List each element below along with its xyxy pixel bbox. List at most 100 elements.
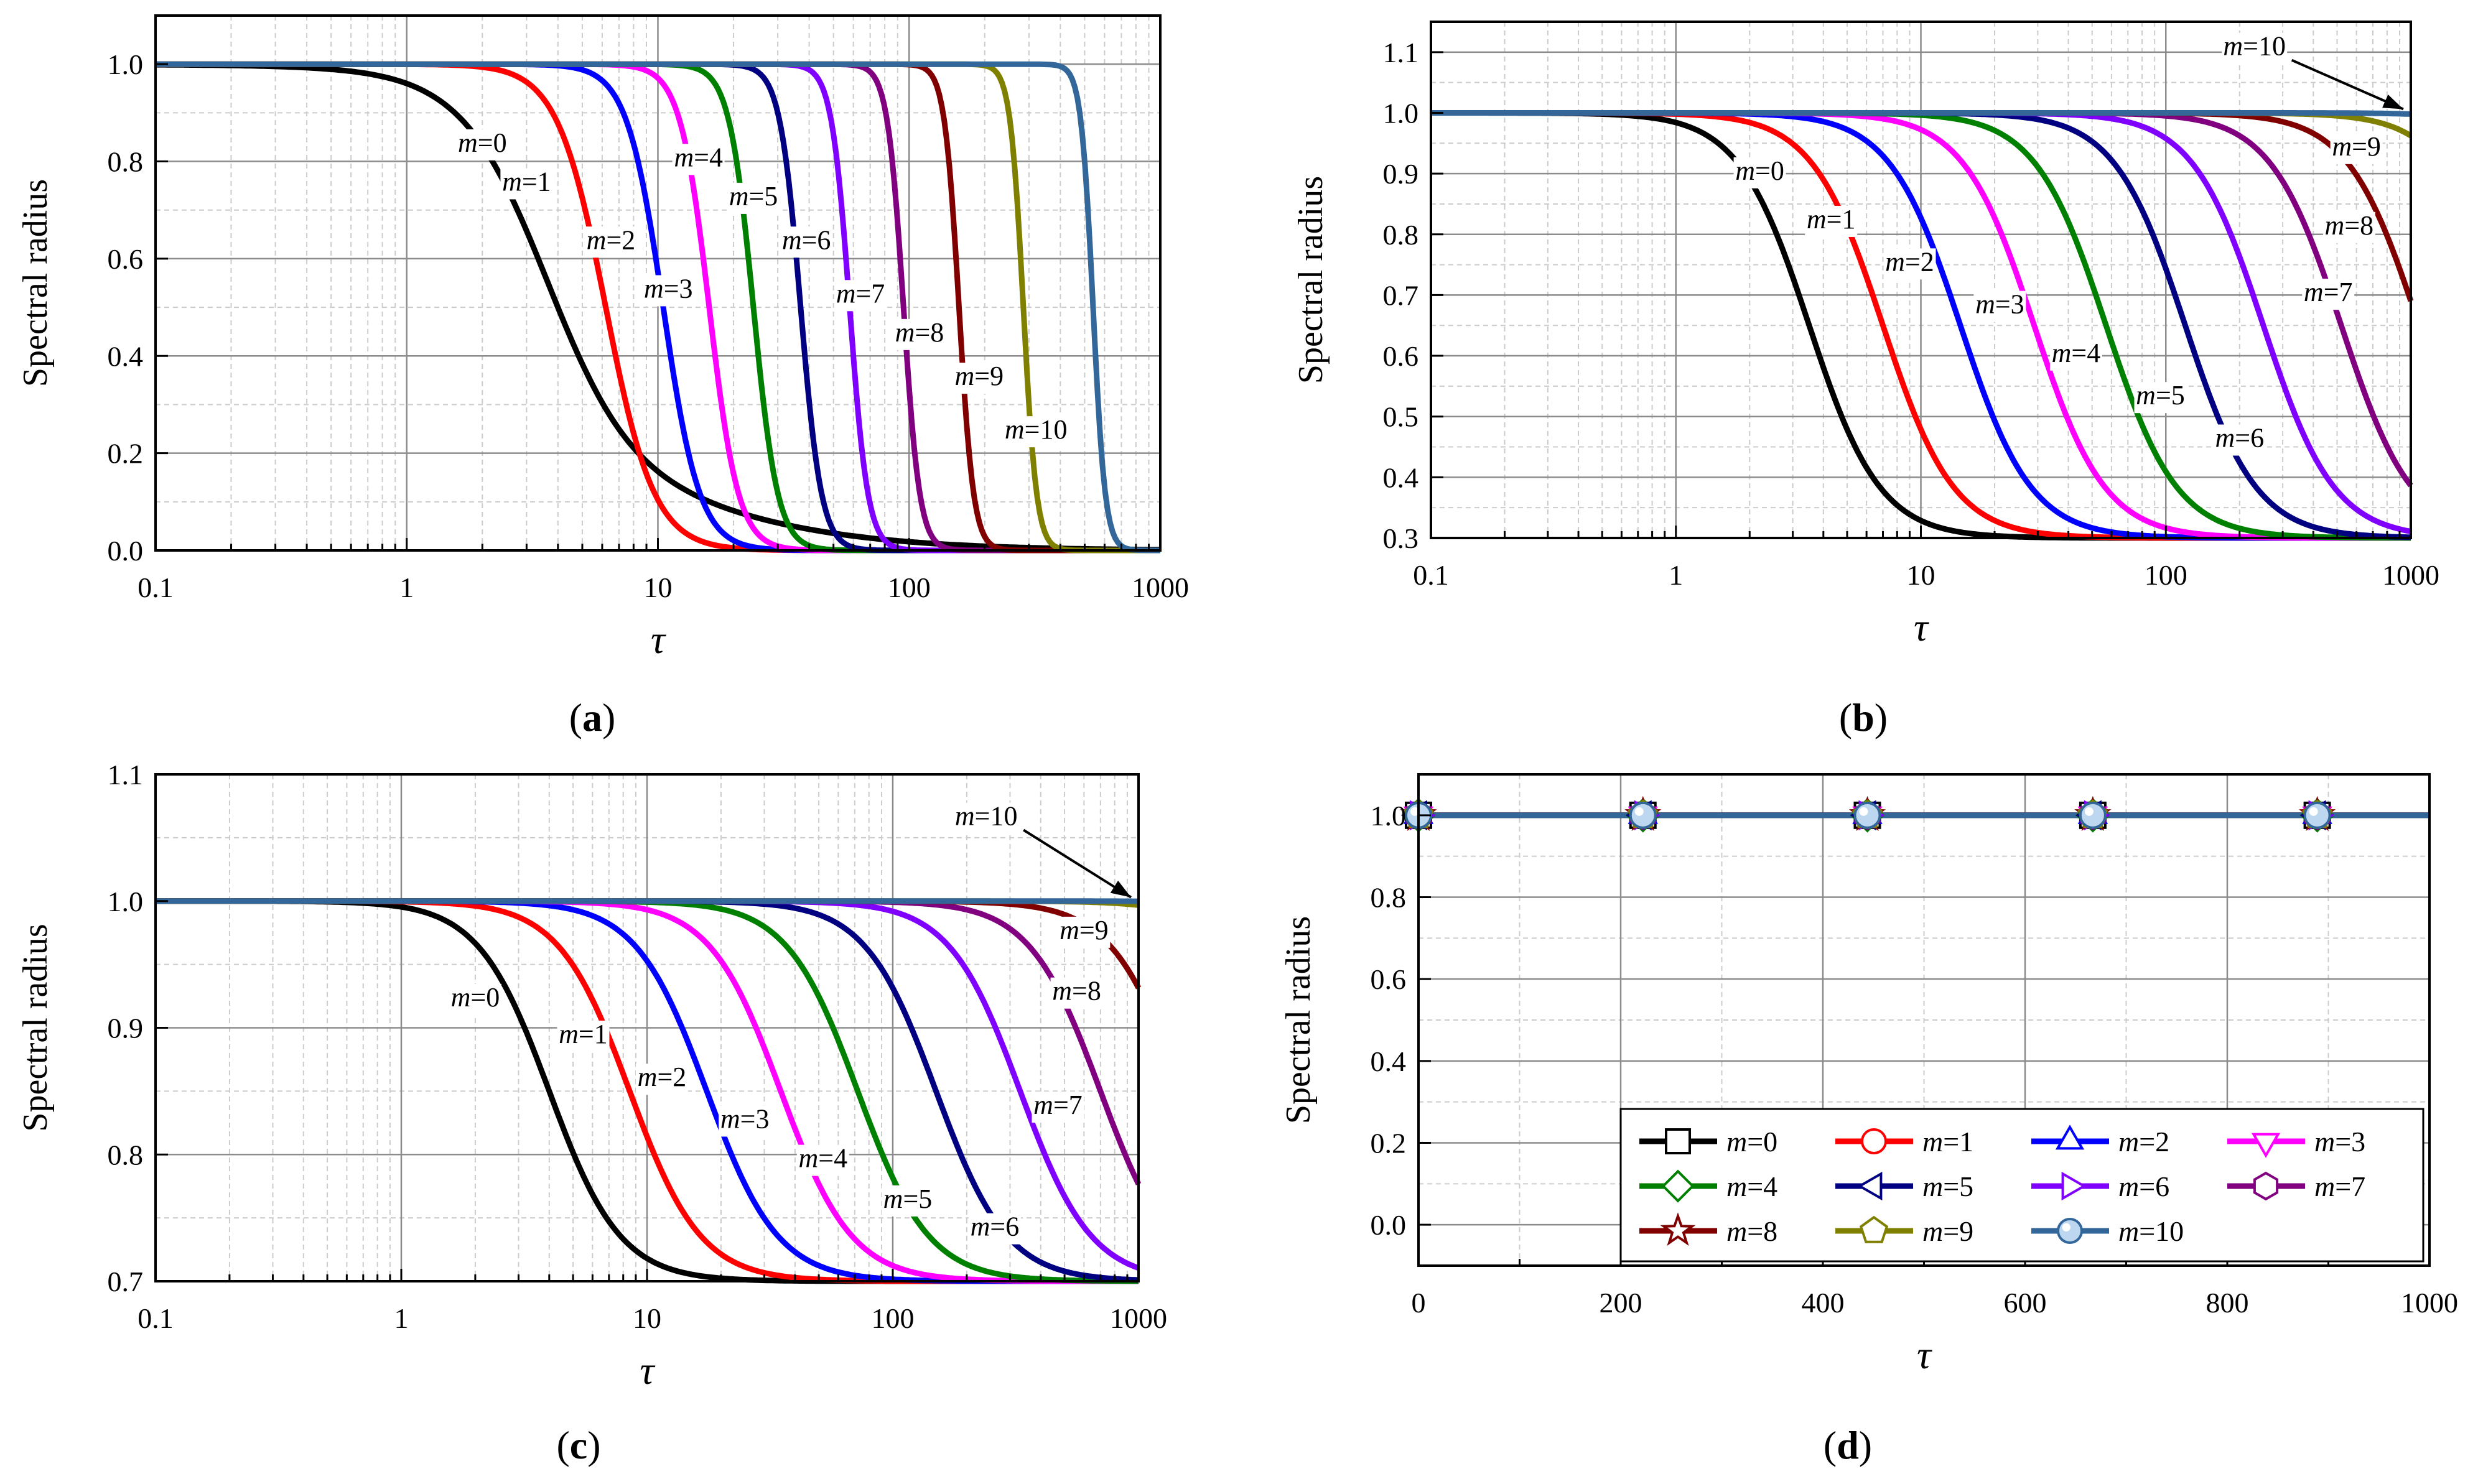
curve-label-bg bbox=[642, 275, 695, 307]
curve-label: m=1 bbox=[502, 166, 551, 197]
y-tick-label: 1.1 bbox=[108, 759, 144, 791]
y-tick-label: 1.0 bbox=[1371, 800, 1407, 832]
panel-paren-open: ( bbox=[1824, 1423, 1837, 1467]
curve-label-m: m bbox=[1060, 915, 1079, 945]
curve-label: m=0 bbox=[458, 128, 507, 158]
curve-label-eq: =0 bbox=[470, 982, 500, 1013]
y-tick-label: 0.4 bbox=[1383, 461, 1419, 493]
y-axis-label: Spectral radius bbox=[1279, 916, 1318, 1124]
curve-label-eq: =2 bbox=[657, 1062, 686, 1092]
curve-label-bg bbox=[2302, 279, 2355, 310]
curve-label: m=1 bbox=[559, 1019, 608, 1049]
curve-label-eq: =3 bbox=[740, 1103, 770, 1134]
ticks-a bbox=[154, 63, 1162, 552]
curve-label-eq: =2 bbox=[606, 225, 635, 255]
legend-label: m=6 bbox=[2118, 1171, 2169, 1202]
series-line-m10 bbox=[1430, 110, 2411, 117]
legend-item-m4: m=4 bbox=[1639, 1169, 1777, 1203]
curve-label-m: m bbox=[782, 225, 802, 255]
curve-label-m: m bbox=[895, 317, 915, 348]
y-tick-label: 0.0 bbox=[108, 535, 144, 567]
curve-labels-b: m=0m=1m=2m=3m=4m=5m=6m=7m=8m=9m=10 bbox=[1733, 31, 2404, 456]
legend-item-m5: m=5 bbox=[1835, 1171, 1973, 1202]
curve-label: m=0 bbox=[451, 982, 500, 1013]
y-tick-label: 1.1 bbox=[1383, 37, 1419, 68]
panel-paren-close: ) bbox=[1859, 1423, 1872, 1467]
curve-label-eq: =8 bbox=[1072, 976, 1101, 1006]
curve-label-eq: =3 bbox=[1995, 289, 2024, 320]
curve-label-eq: =8 bbox=[915, 317, 944, 348]
curve-label-bg bbox=[1973, 290, 2026, 322]
label-arrow-head bbox=[2382, 94, 2403, 109]
curve-label-m: m bbox=[2304, 277, 2324, 307]
x-tick-label: 1000 bbox=[1132, 572, 1189, 603]
curve-label-bg bbox=[672, 144, 725, 175]
curve-label: m=9 bbox=[954, 361, 1004, 391]
curve-label-bg bbox=[1003, 416, 1069, 448]
y-tick-label: 0.0 bbox=[1371, 1209, 1407, 1241]
ticks-c bbox=[154, 773, 1140, 1282]
curve-label: m=10 bbox=[1005, 414, 1068, 445]
label-arrow-line bbox=[2291, 58, 2404, 111]
curve-label-m: m bbox=[2215, 423, 2235, 453]
label-arrow-line bbox=[1023, 828, 1132, 899]
panel-paren-close: ) bbox=[587, 1423, 600, 1467]
x-axis-label: τ bbox=[1914, 605, 1929, 649]
data-marker-m10 bbox=[2079, 801, 2107, 829]
legend-label-m: m bbox=[1726, 1126, 1747, 1157]
curve-label-eq: =5 bbox=[748, 181, 778, 211]
curve-label-eq: =5 bbox=[2156, 380, 2185, 410]
legend-label-eq: =6 bbox=[2139, 1171, 2169, 1202]
curve-label-eq: =9 bbox=[2352, 131, 2381, 162]
curve-label-bg bbox=[968, 1213, 1021, 1245]
curve-label-bg bbox=[780, 226, 833, 258]
curve-label-m: m bbox=[2223, 31, 2243, 62]
legend-item-m7: m=7 bbox=[2227, 1171, 2365, 1202]
y-tick-label: 0.8 bbox=[1371, 882, 1407, 914]
y-tick-label: 0.6 bbox=[1371, 963, 1407, 995]
panel-paren-close: ) bbox=[602, 695, 615, 740]
x-tick-label: 1000 bbox=[2401, 1287, 2458, 1319]
panel-letter: (a) bbox=[569, 695, 616, 740]
curve-label-m: m bbox=[1975, 289, 1995, 320]
curve-label-eq: =10 bbox=[1025, 414, 1068, 445]
curve-label-m: m bbox=[883, 1184, 903, 1214]
legend-label: m=3 bbox=[2314, 1126, 2365, 1157]
curve-label-m: m bbox=[2052, 338, 2072, 368]
curve-label-eq: =7 bbox=[2324, 277, 2353, 307]
panel-letter-text: a bbox=[582, 695, 602, 740]
y-tick-label: 0.2 bbox=[108, 438, 144, 470]
curve-label: m=10 bbox=[2223, 31, 2286, 62]
data-marker-m10-highlight bbox=[1859, 807, 1868, 816]
legend-item-m8: m=8 bbox=[1639, 1212, 1777, 1247]
curve-label: m=2 bbox=[587, 225, 636, 255]
x-tick-label: 100 bbox=[2145, 559, 2187, 591]
panel-letter-text: d bbox=[1837, 1423, 1859, 1467]
x-tick-label: 200 bbox=[1600, 1287, 1642, 1319]
x-tick-label: 10 bbox=[1907, 559, 1935, 591]
curve-label: m=5 bbox=[729, 181, 778, 211]
x-tick-label: 1000 bbox=[2382, 559, 2439, 591]
curve-label: m=10 bbox=[955, 801, 1018, 832]
curve-label-eq: =4 bbox=[818, 1143, 847, 1174]
curve-label-m: m bbox=[1807, 204, 1827, 234]
legend-label-m: m bbox=[1922, 1215, 1943, 1247]
x-tick-label: 1000 bbox=[1110, 1302, 1167, 1334]
legend-label-eq: =0 bbox=[1747, 1126, 1777, 1157]
curve-label: m=0 bbox=[1735, 155, 1784, 186]
curve-label-bg bbox=[834, 280, 887, 312]
series-line-m10 bbox=[155, 61, 1161, 554]
curve-label: m=4 bbox=[799, 1143, 848, 1174]
data-marker-m10-highlight bbox=[2309, 807, 2318, 816]
curve-label: m=3 bbox=[1975, 289, 2024, 320]
grid-b bbox=[1430, 22, 2412, 539]
legend-label-m: m bbox=[2118, 1215, 2139, 1247]
legend-label: m=5 bbox=[1922, 1171, 1973, 1202]
legend-label: m=4 bbox=[1726, 1171, 1777, 1202]
curve-label-eq: =1 bbox=[1827, 204, 1856, 234]
y-axis-label: Spectral radius bbox=[1292, 176, 1330, 384]
legend-label-eq: =3 bbox=[2335, 1126, 2365, 1157]
curve-label: m=6 bbox=[782, 225, 831, 255]
legend-item-m0: m=0 bbox=[1639, 1126, 1777, 1157]
curve-label-eq: =1 bbox=[522, 166, 551, 197]
